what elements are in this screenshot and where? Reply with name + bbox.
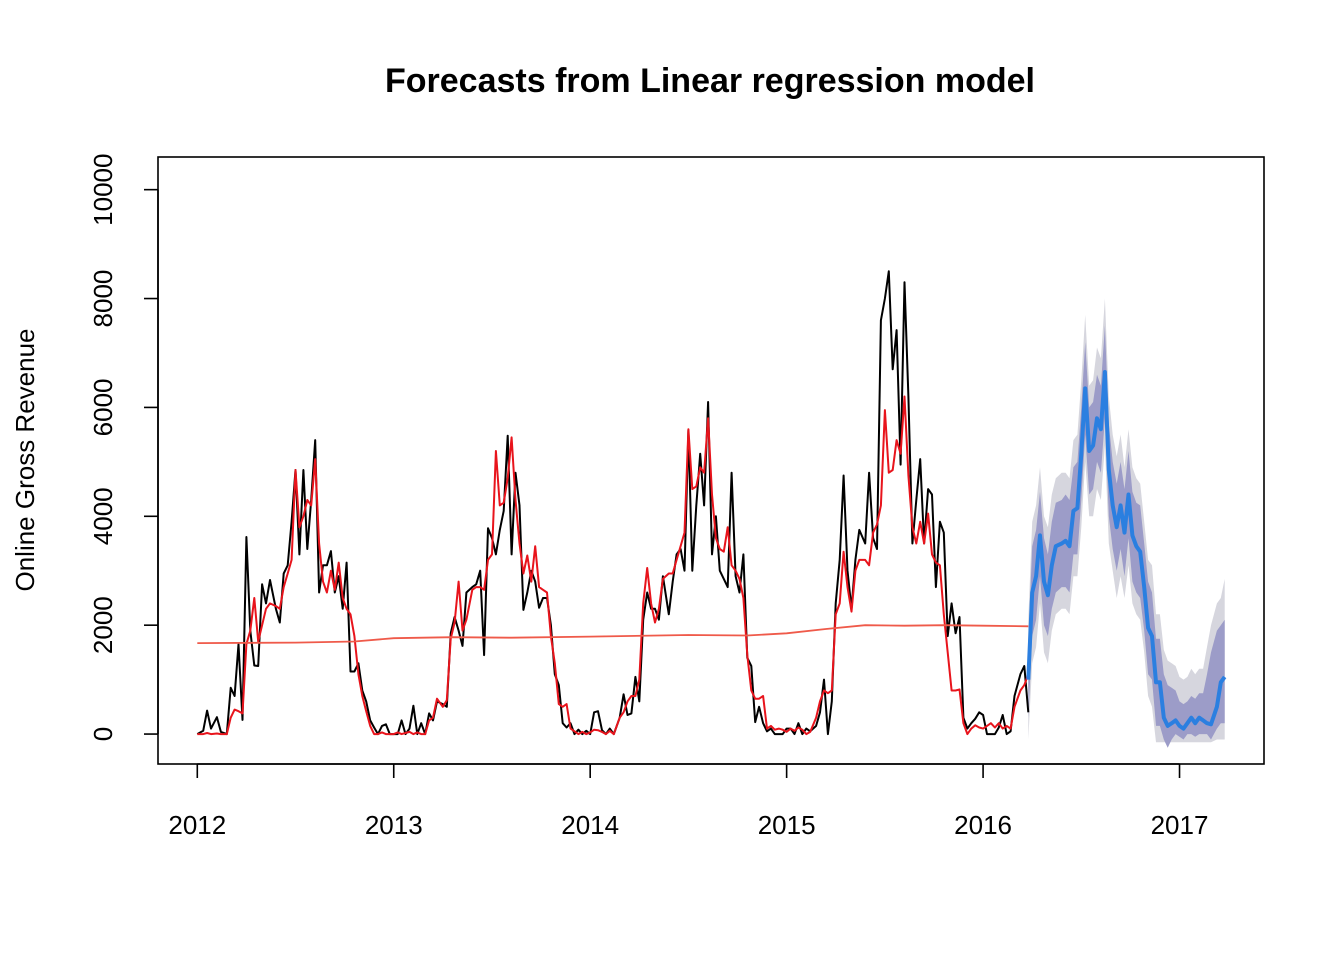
chart-title: Forecasts from Linear regression model bbox=[385, 62, 1035, 100]
y-tick-label: 8000 bbox=[88, 270, 118, 328]
actual-series-line bbox=[196, 270, 1030, 736]
x-tick-label: 2015 bbox=[758, 810, 816, 840]
pi80-band bbox=[1028, 325, 1225, 748]
trend-series-line bbox=[197, 624, 1029, 644]
y-axis: 0 2000 4000 6000 8000 10000 bbox=[88, 154, 159, 741]
x-tick-label: 2012 bbox=[168, 810, 226, 840]
x-tick-label: 2016 bbox=[954, 810, 1012, 840]
prediction-interval-80 bbox=[1028, 325, 1225, 748]
y-tick-label: 4000 bbox=[88, 487, 118, 545]
fitted-series-line bbox=[197, 395, 1030, 736]
forecast-layer bbox=[1026, 370, 1227, 731]
forecast-mean-line bbox=[1026, 370, 1227, 731]
series-layer bbox=[196, 270, 1030, 736]
y-tick-label: 0 bbox=[88, 727, 118, 741]
x-axis: 2012 2013 2014 2015 2016 2017 bbox=[168, 763, 1209, 840]
y-tick-label: 10000 bbox=[88, 154, 118, 226]
x-tick-label: 2017 bbox=[1151, 810, 1209, 840]
y-tick-label: 2000 bbox=[88, 596, 118, 654]
y-tick-label: 6000 bbox=[88, 378, 118, 436]
y-axis-label: Online Gross Revenue bbox=[10, 328, 40, 591]
x-tick-label: 2014 bbox=[561, 810, 619, 840]
x-tick-label: 2013 bbox=[365, 810, 423, 840]
